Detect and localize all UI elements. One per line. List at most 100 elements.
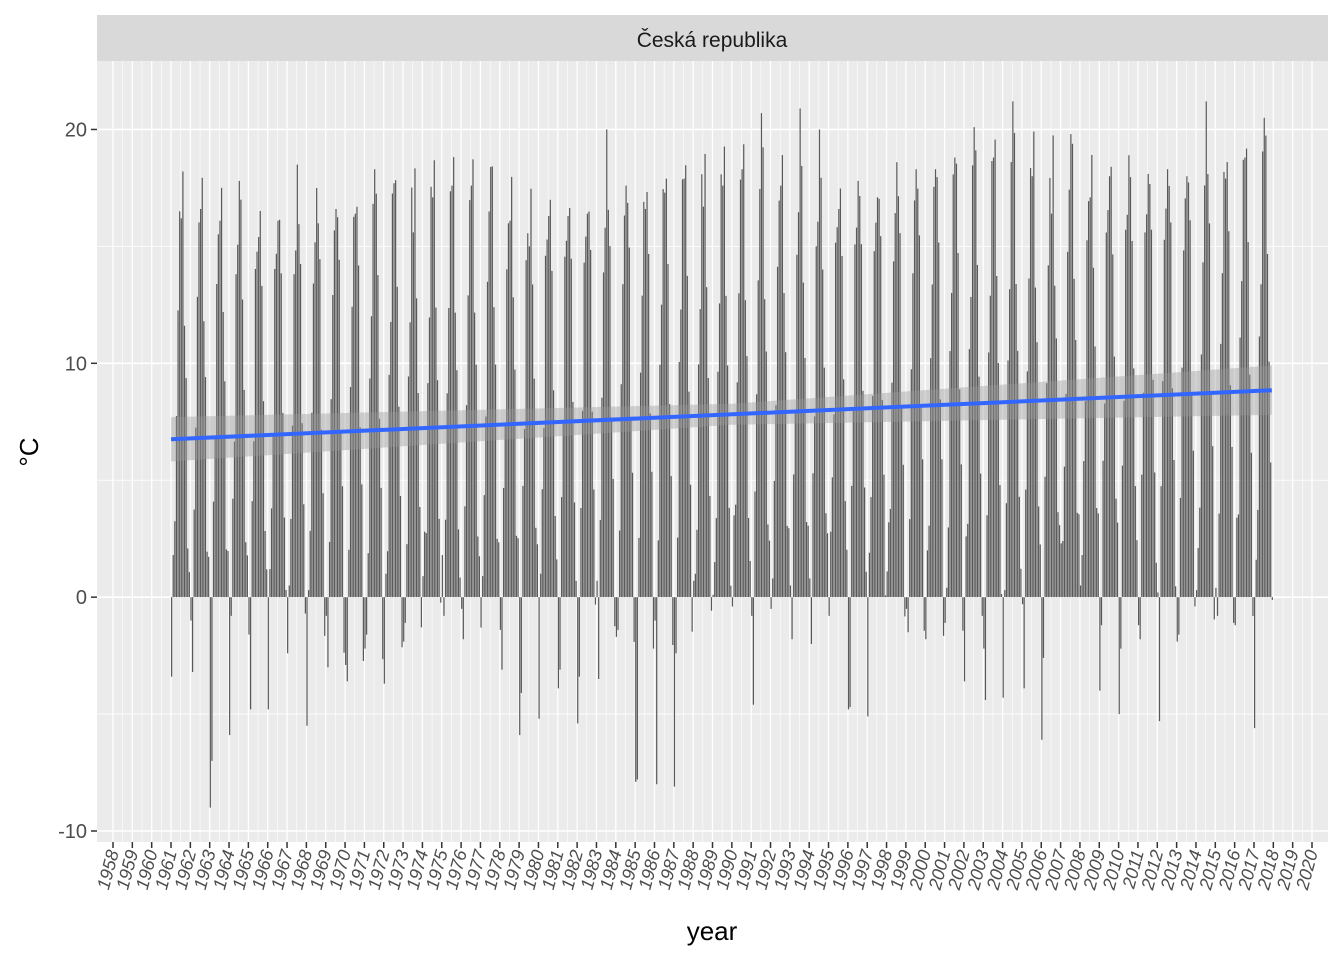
temperature-bar — [610, 417, 613, 598]
temperature-bar — [1213, 597, 1215, 620]
temperature-bar — [1155, 562, 1157, 598]
temperature-bar — [693, 580, 695, 598]
temperature-bar — [351, 306, 353, 598]
temperature-bar — [1058, 525, 1061, 598]
temperature-bar — [1268, 361, 1270, 598]
temperature-bar — [738, 293, 740, 598]
temperature-bar — [377, 275, 379, 598]
trend-layer — [170, 388, 1272, 442]
temperature-bar — [831, 477, 833, 598]
temperature-bar — [287, 597, 289, 654]
temperature-bar — [591, 411, 593, 598]
temperature-bar — [896, 162, 898, 598]
temperature-bar — [312, 283, 315, 598]
temperature-bar — [324, 597, 326, 636]
x-axis: 1958195919601961196219631964196519661967… — [93, 842, 1322, 893]
temperature-bar — [1168, 185, 1170, 598]
temperature-bar — [515, 535, 518, 598]
temperature-bar — [233, 441, 236, 598]
temperature-bar — [216, 284, 218, 598]
temperature-bar — [1113, 356, 1115, 598]
temperature-bar — [849, 597, 851, 708]
temperature-bar — [933, 186, 935, 598]
temperature-bar — [909, 519, 911, 598]
temperature-bar — [825, 513, 827, 598]
temperature-bar — [1075, 339, 1077, 598]
temperature-bar — [707, 378, 709, 598]
temperature-bar — [648, 253, 650, 598]
temperature-bar — [735, 504, 737, 598]
temperature-bar — [1216, 597, 1219, 616]
temperature-bar — [614, 597, 616, 627]
temperature-bar — [917, 188, 919, 598]
temperature-bar — [237, 244, 239, 598]
facet-strip — [97, 15, 1328, 61]
temperature-bar — [780, 185, 782, 598]
temperature-bar — [245, 542, 247, 598]
temperature-bar — [206, 551, 208, 598]
temperature-bar — [372, 203, 374, 598]
temperature-bar — [1173, 459, 1175, 598]
temperature-bar — [1205, 101, 1207, 598]
temperature-bar — [275, 253, 277, 598]
temperature-bar — [625, 185, 627, 598]
facet-label: Česká republika — [637, 29, 788, 52]
temperature-bar — [346, 597, 348, 682]
temperature-bar — [535, 527, 537, 598]
temperature-bar — [435, 307, 437, 598]
temperature-bar — [823, 367, 825, 598]
temperature-bar — [814, 416, 816, 598]
temperature-bar — [1086, 240, 1088, 598]
temperature-bar — [200, 208, 202, 598]
temperature-bar — [1005, 503, 1008, 598]
temperature-bar — [686, 275, 688, 598]
temperature-bar — [432, 197, 434, 598]
temperature-bar — [615, 597, 618, 637]
temperature-bar — [544, 255, 547, 598]
temperature-bar — [649, 413, 651, 598]
temperature-bar — [876, 197, 879, 598]
temperature-bar — [190, 597, 192, 621]
temperature-bar — [886, 571, 888, 598]
temperature-bar — [1197, 548, 1199, 598]
temperature-bar — [736, 382, 738, 598]
temperature-bar — [810, 597, 813, 644]
temperature-bar — [370, 316, 373, 598]
temperature-bar — [514, 369, 516, 598]
temperature-bar — [1004, 590, 1006, 598]
temperature-bar — [440, 597, 442, 603]
temperature-bar — [1154, 472, 1156, 598]
temperature-bar — [532, 284, 534, 598]
temperature-bar — [572, 401, 574, 598]
temperature-bar — [805, 522, 808, 598]
temperature-bar — [1102, 460, 1104, 598]
temperature-bar — [1115, 498, 1117, 598]
temperature-bar — [343, 597, 345, 653]
temperature-bar — [844, 501, 846, 598]
temperature-bar — [620, 384, 622, 598]
temperature-bar — [191, 597, 194, 672]
temperature-bar — [962, 597, 964, 631]
temperature-bar — [522, 485, 524, 598]
temperature-bar — [430, 186, 432, 598]
temperature-bar — [328, 541, 331, 598]
temperature-bar — [1107, 210, 1109, 598]
temperature-bar — [283, 517, 286, 598]
temperature-bar — [930, 358, 932, 598]
temperature-bar — [217, 234, 219, 598]
temperature-bar — [619, 530, 621, 598]
temperature-bar — [643, 201, 645, 598]
temperature-bar — [760, 113, 763, 598]
temperature-bar — [638, 537, 640, 598]
temperature-bar — [272, 435, 274, 598]
temperature-bar — [187, 548, 189, 598]
temperature-bar — [612, 478, 614, 598]
temperature-bar — [751, 597, 753, 616]
temperature-bar — [1097, 513, 1099, 598]
temperature-bar — [317, 223, 319, 598]
temperature-bar — [631, 472, 634, 598]
temperature-bar — [424, 531, 426, 598]
temperature-bar — [282, 412, 284, 598]
temperature-bar — [1084, 401, 1086, 598]
